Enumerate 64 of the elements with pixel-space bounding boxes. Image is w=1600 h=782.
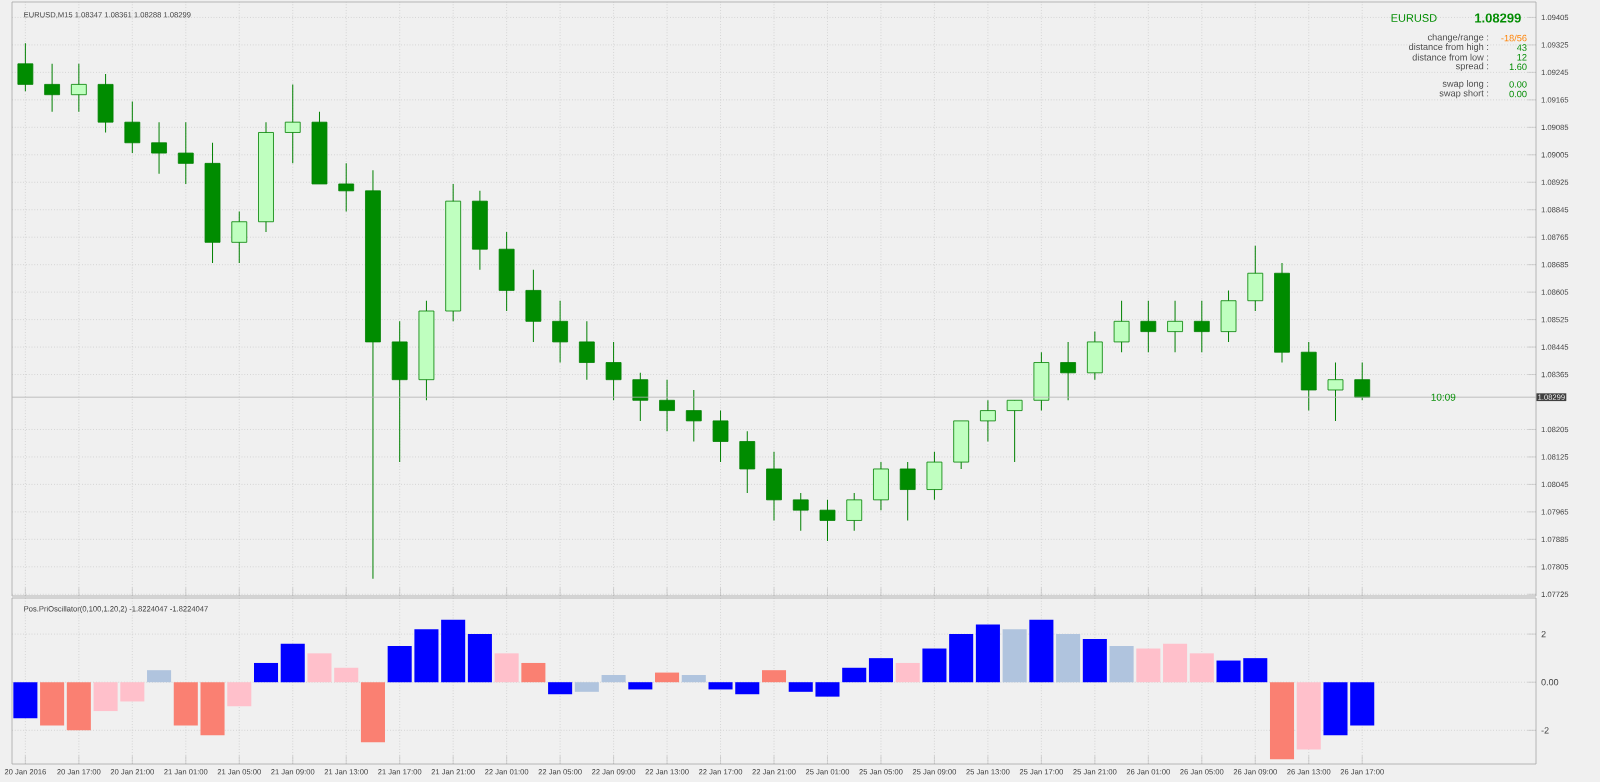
candlestick bbox=[659, 379, 675, 432]
candlestick bbox=[1086, 331, 1103, 381]
bar bbox=[1082, 638, 1107, 683]
bar bbox=[655, 672, 680, 683]
candlestick bbox=[1167, 300, 1183, 353]
candlestick bbox=[926, 451, 943, 501]
candlestick bbox=[685, 389, 702, 442]
bar bbox=[1269, 682, 1295, 760]
bar bbox=[360, 682, 385, 743]
candlestick bbox=[391, 320, 408, 463]
candlestick bbox=[873, 461, 889, 511]
candlestick bbox=[632, 372, 649, 422]
candlestick bbox=[498, 231, 515, 312]
bar bbox=[494, 653, 519, 683]
bar bbox=[521, 662, 546, 683]
bar bbox=[227, 682, 252, 707]
candlestick bbox=[819, 499, 836, 542]
candlestick bbox=[1247, 245, 1264, 312]
candlestick bbox=[739, 430, 756, 494]
bar bbox=[761, 670, 787, 683]
candlestick bbox=[177, 121, 194, 185]
bar bbox=[574, 682, 599, 692]
candlestick bbox=[284, 83, 301, 164]
candlestick bbox=[766, 451, 782, 521]
candlestick bbox=[953, 420, 970, 470]
candlestick bbox=[1193, 300, 1210, 353]
bar bbox=[628, 682, 653, 690]
candlestick bbox=[525, 269, 542, 343]
bar bbox=[601, 674, 626, 683]
bar bbox=[1296, 682, 1321, 750]
candlestick bbox=[17, 42, 34, 92]
candlestick bbox=[1354, 362, 1371, 401]
candlestick bbox=[1060, 341, 1077, 401]
candlestick bbox=[124, 101, 141, 154]
candlestick bbox=[899, 461, 916, 521]
bar bbox=[681, 674, 706, 683]
candlestick bbox=[231, 210, 248, 264]
candlestick bbox=[1033, 351, 1050, 412]
bar bbox=[1029, 619, 1054, 683]
candlestick bbox=[1113, 300, 1130, 353]
candlestick bbox=[712, 410, 729, 463]
candlestick bbox=[1300, 341, 1317, 412]
candlestick bbox=[605, 341, 622, 401]
bar bbox=[1056, 634, 1081, 683]
candlestick bbox=[1327, 362, 1344, 422]
bar bbox=[147, 670, 172, 683]
candlestick bbox=[578, 320, 595, 381]
candlestick bbox=[151, 121, 167, 175]
candlestick bbox=[792, 492, 809, 532]
candlestick bbox=[1006, 399, 1023, 463]
candlestick bbox=[980, 399, 996, 442]
candlestick bbox=[846, 492, 863, 532]
candlestick bbox=[552, 300, 568, 364]
bar bbox=[895, 662, 920, 683]
candlestick bbox=[70, 63, 87, 113]
bar bbox=[13, 682, 38, 719]
candlestick bbox=[338, 162, 355, 212]
candlestick bbox=[44, 63, 60, 113]
bar bbox=[1109, 646, 1134, 683]
bar bbox=[1002, 629, 1027, 683]
candlestick bbox=[1220, 289, 1237, 343]
candlestick bbox=[97, 73, 114, 133]
candlestick bbox=[1140, 300, 1157, 353]
bar bbox=[548, 682, 573, 695]
